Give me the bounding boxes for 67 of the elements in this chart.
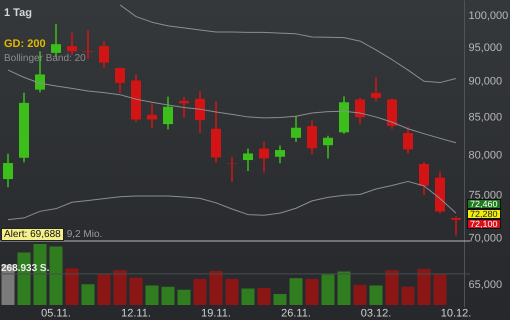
candlestick xyxy=(99,40,109,69)
candlestick xyxy=(291,116,301,143)
bar xyxy=(370,285,382,305)
x-tick-label: 26.11. xyxy=(281,308,311,320)
candlestick xyxy=(403,126,413,154)
line-series xyxy=(120,4,456,84)
bar xyxy=(306,278,318,305)
candlestick xyxy=(3,153,13,188)
candlestick xyxy=(419,161,429,196)
bar xyxy=(322,274,334,305)
candlestick xyxy=(163,96,173,130)
y-tick-label: 95,000 xyxy=(468,42,502,54)
ref-line-label: Alert: 69,688 xyxy=(1,228,64,241)
bar xyxy=(290,278,302,305)
x-tick-label: 05.11. xyxy=(41,308,71,320)
candlestick xyxy=(307,120,317,155)
bar xyxy=(82,284,94,305)
candlestick xyxy=(243,148,253,172)
bar xyxy=(274,294,286,305)
bar xyxy=(162,286,174,305)
bar xyxy=(242,288,254,305)
bar xyxy=(258,288,270,305)
bar xyxy=(386,270,398,305)
bar xyxy=(50,246,62,305)
candlestick xyxy=(179,96,189,119)
y-tick-label: 70,000 xyxy=(468,232,502,245)
candlestick xyxy=(355,97,365,126)
bar xyxy=(194,278,206,305)
bar xyxy=(354,284,366,305)
annotation: 9,2 Mio. xyxy=(66,228,102,240)
y-tick-label: 100,000 xyxy=(468,10,508,22)
bar xyxy=(178,290,190,305)
bar xyxy=(402,286,414,305)
y-tick-label: 75,000 xyxy=(468,190,502,202)
x-tick-label: 19.11. xyxy=(201,308,231,320)
candlestick xyxy=(195,90,205,134)
text: 1 Tag xyxy=(4,7,32,19)
y-tick-label: 90,000 xyxy=(468,76,502,88)
y-tick-label: 65,000 xyxy=(468,279,502,291)
bar xyxy=(434,274,446,305)
candlestick xyxy=(371,76,381,102)
ref-line-label: 268.933 S. xyxy=(1,262,50,274)
line-series xyxy=(8,70,456,144)
candlestick xyxy=(227,156,237,183)
candlestick xyxy=(147,102,157,130)
bar xyxy=(226,278,238,305)
bar xyxy=(114,270,126,305)
bar xyxy=(98,274,110,305)
bar xyxy=(146,285,158,305)
annotation: 72,460 xyxy=(467,199,501,209)
candlestick xyxy=(259,140,269,174)
x-tick-label: 10.12. xyxy=(440,308,472,320)
annotation: 72,100 xyxy=(467,219,501,229)
candlestick xyxy=(115,66,125,94)
candlestick xyxy=(275,144,285,164)
bar xyxy=(66,268,78,305)
x-tick-label: 03.12. xyxy=(360,308,392,320)
candlestick xyxy=(323,134,333,160)
annotation: GD: 200 xyxy=(4,38,46,50)
bar xyxy=(130,278,142,305)
y-tick-label: 80,000 xyxy=(468,149,502,162)
x-tick-label: 12.11. xyxy=(121,308,151,320)
bar xyxy=(418,269,430,305)
y-tick-label: 85,000 xyxy=(468,111,502,124)
bar xyxy=(210,270,222,305)
annotation: 72,280 xyxy=(467,209,501,219)
bar xyxy=(338,271,350,305)
